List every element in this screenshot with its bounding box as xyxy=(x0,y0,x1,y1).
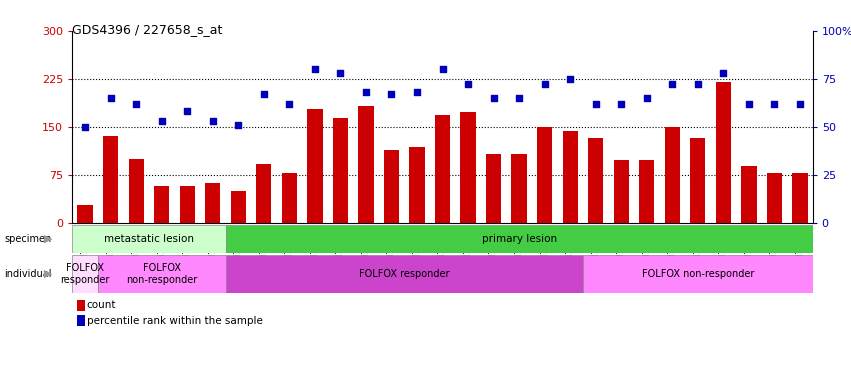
Point xyxy=(283,101,296,107)
Bar xyxy=(690,137,705,223)
Bar xyxy=(256,164,271,223)
Bar xyxy=(226,225,813,253)
Bar xyxy=(205,183,220,223)
Point xyxy=(334,70,347,76)
Point xyxy=(487,95,500,101)
Bar xyxy=(639,160,654,223)
Text: GDS4396 / 227658_s_at: GDS4396 / 227658_s_at xyxy=(72,23,223,36)
Bar xyxy=(103,136,118,223)
Bar xyxy=(460,112,476,223)
Bar xyxy=(665,127,680,223)
Bar xyxy=(72,255,98,293)
Bar xyxy=(563,131,578,223)
Bar xyxy=(486,154,501,223)
Point xyxy=(614,101,628,107)
Bar xyxy=(98,255,226,293)
Bar xyxy=(384,151,399,223)
Bar xyxy=(792,173,808,223)
Point xyxy=(717,70,730,76)
Text: percentile rank within the sample: percentile rank within the sample xyxy=(87,316,263,326)
Bar xyxy=(77,315,85,326)
Point xyxy=(768,101,781,107)
Point xyxy=(129,101,143,107)
Bar xyxy=(333,118,348,223)
Bar xyxy=(154,185,169,223)
Point xyxy=(793,101,807,107)
Text: primary lesion: primary lesion xyxy=(482,234,557,244)
Point xyxy=(589,101,603,107)
Point xyxy=(385,91,398,97)
Text: FOLFOX non-responder: FOLFOX non-responder xyxy=(642,269,754,279)
Point xyxy=(206,118,220,124)
Point xyxy=(512,95,526,101)
Text: FOLFOX responder: FOLFOX responder xyxy=(359,269,449,279)
Bar xyxy=(583,255,813,293)
Point xyxy=(257,91,271,97)
Point xyxy=(461,81,475,88)
Bar xyxy=(409,147,425,223)
Text: individual: individual xyxy=(4,269,52,279)
Bar xyxy=(307,109,323,223)
Text: ▶: ▶ xyxy=(44,234,53,244)
Text: specimen: specimen xyxy=(4,234,52,244)
Point xyxy=(180,108,194,114)
Point xyxy=(155,118,168,124)
Text: metastatic lesion: metastatic lesion xyxy=(104,234,194,244)
Bar xyxy=(129,159,144,223)
Text: FOLFOX
responder: FOLFOX responder xyxy=(60,263,110,285)
Bar xyxy=(231,191,246,223)
Bar xyxy=(767,173,782,223)
Point xyxy=(563,76,577,82)
Bar xyxy=(435,115,450,223)
Text: FOLFOX
non-responder: FOLFOX non-responder xyxy=(126,263,197,285)
Point xyxy=(308,66,322,72)
Bar xyxy=(511,154,527,223)
Point xyxy=(231,122,245,128)
Bar xyxy=(226,255,583,293)
Bar xyxy=(614,160,629,223)
Point xyxy=(436,66,449,72)
Point xyxy=(359,89,373,95)
Point xyxy=(538,81,551,88)
Bar xyxy=(77,205,93,223)
Bar xyxy=(282,173,297,223)
Text: ▶: ▶ xyxy=(44,269,53,279)
Bar xyxy=(588,137,603,223)
Bar xyxy=(716,82,731,223)
Bar xyxy=(180,185,195,223)
Point xyxy=(691,81,705,88)
Bar xyxy=(741,166,757,223)
Point xyxy=(78,124,92,130)
Point xyxy=(665,81,679,88)
Point xyxy=(410,89,424,95)
Bar xyxy=(358,106,374,223)
Bar xyxy=(72,225,226,253)
Point xyxy=(104,95,117,101)
Point xyxy=(640,95,654,101)
Text: count: count xyxy=(87,300,117,310)
Bar xyxy=(537,127,552,223)
Bar xyxy=(77,300,85,311)
Point xyxy=(742,101,756,107)
